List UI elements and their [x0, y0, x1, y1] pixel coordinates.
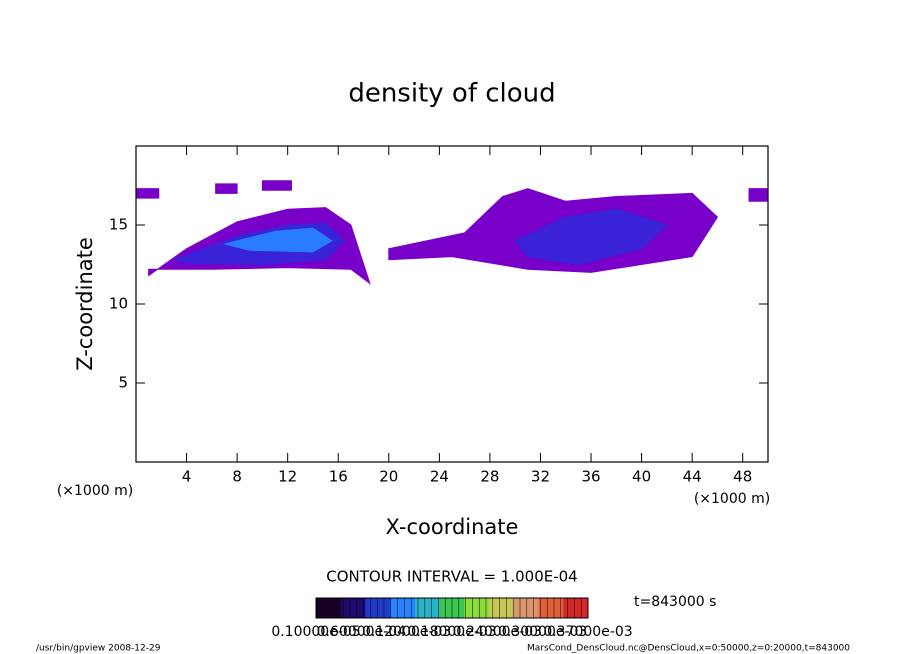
colorbar-label: 0.18000e-03: [407, 624, 496, 640]
x-tick-label: 32: [531, 468, 550, 486]
colorbar-label: 0.12000e-03: [362, 624, 451, 640]
x-tick-label: 24: [430, 468, 449, 486]
colorbar: 0.10000e-050.60000e-040.12000e-030.18000…: [271, 597, 633, 640]
x-unit: (×1000 m): [694, 491, 770, 507]
chart-title: density of cloud: [348, 79, 555, 109]
x-tick-label: 20: [379, 468, 398, 486]
colorbar-swatch: [365, 598, 391, 618]
x-tick-label: 4: [182, 468, 192, 486]
colorbar-frame: [315, 597, 589, 619]
cloud-region: [135, 188, 160, 199]
colorbar-swatch: [316, 598, 342, 618]
contour-interval: CONTOUR INTERVAL = 1.000E-04: [326, 568, 577, 586]
x-tick-label: 28: [480, 468, 499, 486]
x-axis-label: X-coordinate: [386, 515, 519, 539]
colorbar-label: 0.60000e-04: [317, 624, 406, 640]
cloud-region: [748, 188, 769, 202]
colorbar-label: 0.37000e-03: [543, 624, 632, 640]
colorbar-swatch: [464, 598, 490, 618]
x-tick-label: 48: [733, 468, 752, 486]
x-tick-label: 44: [683, 468, 702, 486]
x-tick-label: 36: [581, 468, 600, 486]
cloud-region: [261, 180, 292, 191]
colorbar-swatch: [538, 598, 564, 618]
colorbar-swatch: [340, 598, 366, 618]
colorbar-swatch: [563, 598, 589, 618]
cloud-region: [215, 183, 238, 194]
y-tick-label: 10: [109, 295, 128, 313]
cloud-region: [224, 227, 333, 253]
x-unit: (×1000 m): [57, 483, 133, 499]
x-tick-label: 40: [632, 468, 651, 486]
colorbar-swatch: [513, 598, 540, 618]
colorbar-swatch: [390, 598, 416, 618]
x-tick-label: 16: [329, 468, 348, 486]
x-tick-label: 12: [278, 468, 297, 486]
colorbar-swatch: [489, 598, 515, 618]
y-axis-label: Z-coordinate: [73, 237, 97, 371]
colorbar-label: 0.30000e-03: [498, 624, 587, 640]
y-tick-label: 15: [109, 216, 128, 234]
cloud-region: [514, 208, 668, 266]
y-tick-label: 5: [118, 374, 128, 392]
footer: /usr/bin/gpview 2008-12-29: [36, 644, 161, 654]
colorbar-swatch: [414, 598, 441, 618]
colorbar-label: 0.10000e-05: [271, 624, 360, 640]
x-tick-label: 8: [232, 468, 242, 486]
time-label: t=843000 s: [634, 594, 716, 610]
footer: MarsCond_DensCloud.nc@DensCloud,x=0:5000…: [527, 644, 850, 654]
colorbar-label: 0.24000e-03: [453, 624, 542, 640]
